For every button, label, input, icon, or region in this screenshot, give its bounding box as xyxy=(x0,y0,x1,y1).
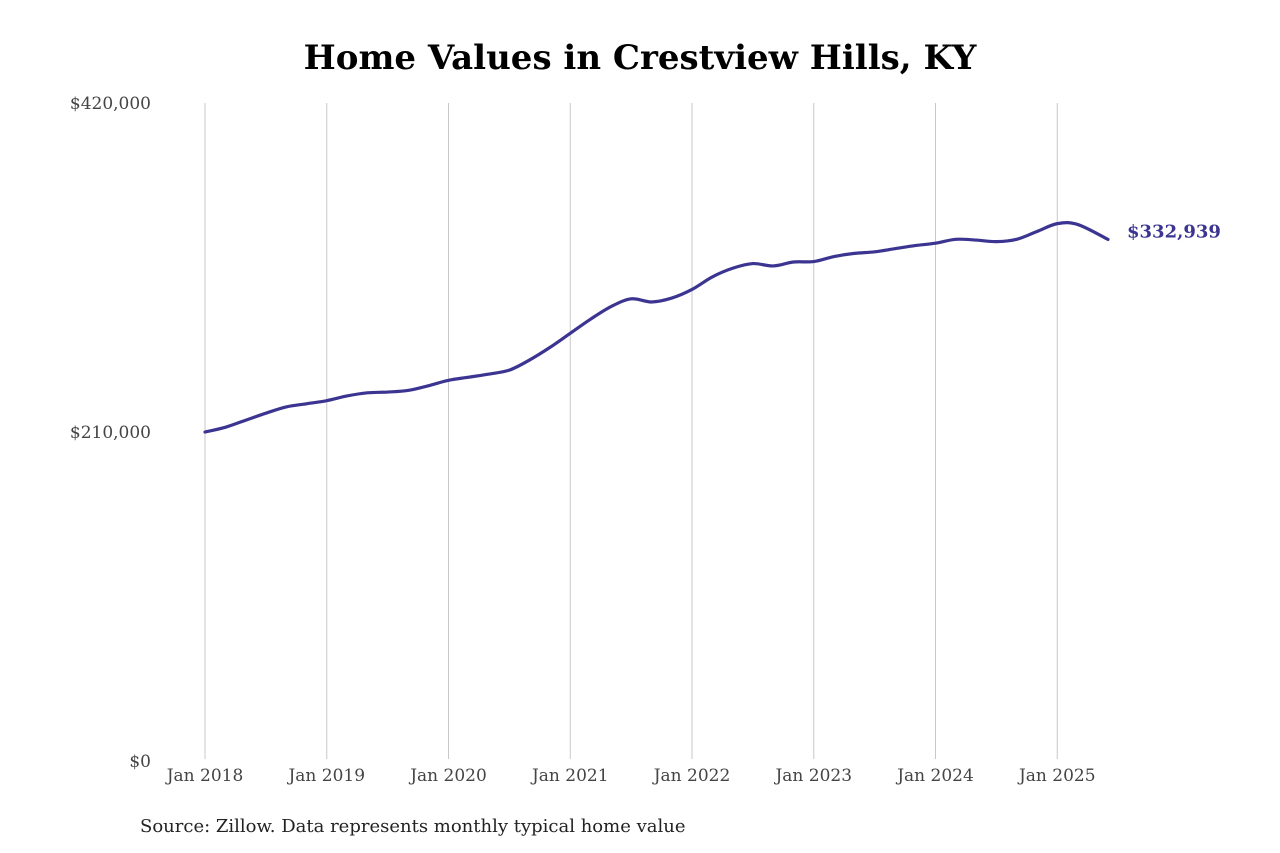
y-tick-label: $0 xyxy=(129,752,151,772)
series-layer: $332,939 xyxy=(203,221,1221,434)
x-tick-label: Jan 2024 xyxy=(895,766,974,786)
series-line xyxy=(203,221,1110,434)
x-tick-label: Jan 2018 xyxy=(165,766,244,786)
y-axis-ticks: $0 $210,000 $420,000 xyxy=(70,94,151,772)
x-tick-label: Jan 2019 xyxy=(286,766,365,786)
x-tick-label: Jan 2021 xyxy=(530,766,609,786)
x-tick-label: Jan 2023 xyxy=(773,766,852,786)
y-tick-label: $210,000 xyxy=(70,423,151,443)
y-tick-label: $420,000 xyxy=(70,94,151,114)
grid-lines xyxy=(204,103,1058,759)
x-tick-label: Jan 2025 xyxy=(1017,766,1096,786)
x-axis-ticks: Jan 2018 Jan 2019 Jan 2020 Jan 2021 Jan 2022… xyxy=(165,766,1096,786)
source-note: Source: Zillow. Data represents monthly … xyxy=(140,816,686,837)
x-tick-label: Jan 2020 xyxy=(408,766,487,786)
chart-title: Home Values in Crestview Hills, KY xyxy=(303,38,977,78)
x-tick-label: Jan 2022 xyxy=(652,766,731,786)
series-end-label: $332,939 xyxy=(1127,221,1221,242)
